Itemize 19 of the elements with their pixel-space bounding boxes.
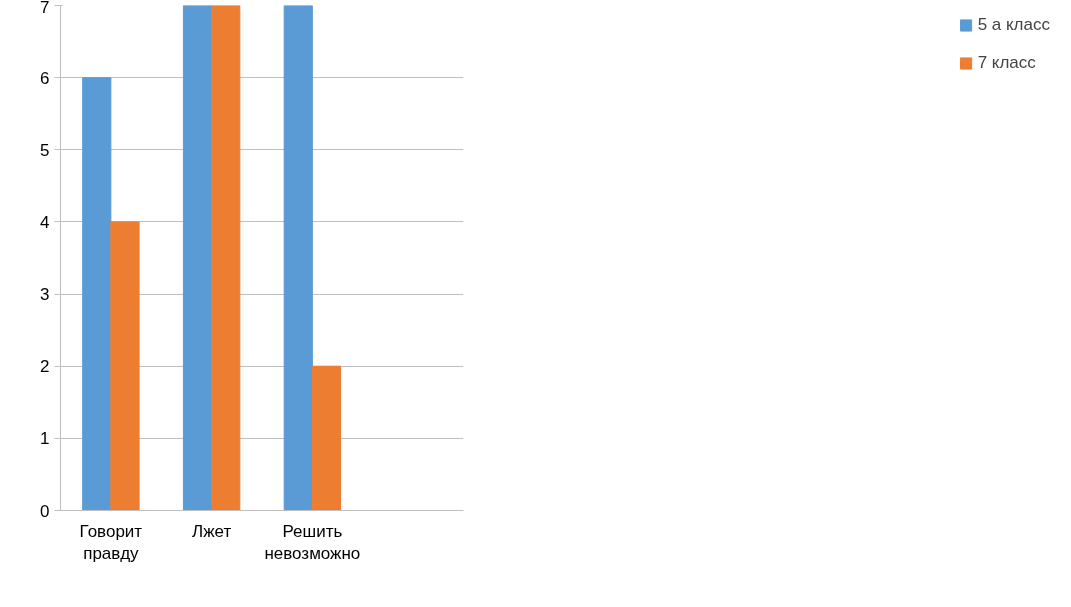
bar [110, 221, 140, 511]
x-tick-label: Говорит правду [79, 521, 143, 564]
legend-label: 5 а класс [977, 15, 1050, 35]
bar [211, 5, 241, 511]
y-tick-label: 0 [40, 501, 50, 521]
y-tick-label: 5 [40, 140, 50, 160]
x-tick-label: Решить невозможно [264, 521, 361, 564]
legend-label: 7 класс [977, 53, 1036, 73]
y-tick-label: 4 [40, 212, 50, 232]
bar [182, 5, 213, 511]
y-tick-label: 3 [40, 285, 50, 305]
y-tick-label: 7 [40, 0, 50, 17]
y-tick-label: 2 [40, 357, 50, 377]
bar [82, 77, 112, 511]
bar [311, 365, 342, 511]
y-tick-label: 1 [40, 429, 50, 449]
bar [283, 5, 313, 511]
x-tick-label: Лжет [192, 521, 232, 541]
y-tick-label: 6 [40, 68, 50, 88]
